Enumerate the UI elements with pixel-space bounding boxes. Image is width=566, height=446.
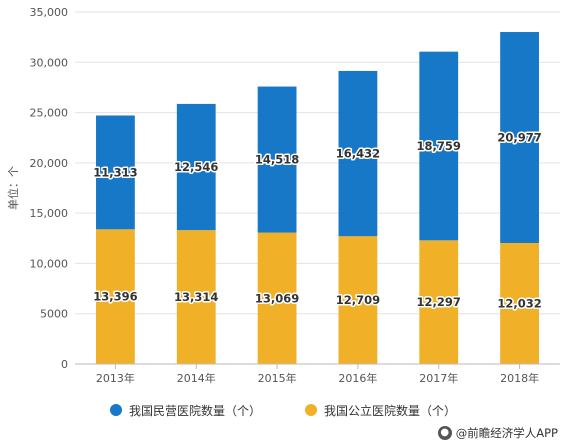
bar-public — [419, 240, 459, 364]
qianzhan-logo-icon: ● — [437, 426, 452, 440]
legend-marker-public — [305, 404, 317, 416]
data-label-private: 12,546 — [174, 160, 218, 174]
data-label-public: 12,297 — [417, 295, 461, 309]
bar-private — [500, 32, 539, 243]
y-tick-label: 5000 — [40, 308, 68, 321]
bar-public — [257, 232, 297, 364]
grid-lines — [75, 11, 560, 315]
data-label-public: 12,032 — [497, 296, 541, 310]
bars — [96, 32, 539, 364]
y-tick-label: 10,000 — [30, 257, 69, 270]
data-label-private: 20,977 — [497, 131, 541, 145]
y-tick-label: 0 — [61, 358, 68, 371]
bar-public — [500, 242, 539, 364]
x-tick-label: 2014年 — [177, 371, 216, 385]
bar-private — [176, 103, 216, 231]
bar-public — [96, 229, 135, 364]
data-label-private: 16,432 — [336, 147, 380, 161]
legend: 我国民营医院数量（个） 我国公立医院数量（个） — [0, 398, 566, 422]
legend-label-public: 我国公立医院数量（个） — [324, 403, 457, 418]
bar-private — [96, 115, 135, 230]
legend-item-private[interactable]: 我国民营医院数量（个） — [109, 402, 261, 419]
data-label-private: 11,313 — [93, 165, 137, 179]
y-tick-label: 20,000 — [30, 157, 69, 170]
y-axis-label: 单位：个 — [6, 166, 20, 210]
data-label-public: 12,709 — [336, 293, 380, 307]
x-tick-label: 2013年 — [96, 371, 135, 385]
source-text: @前瞻经济学人APP — [455, 426, 558, 440]
x-tick-label: 2018年 — [500, 371, 539, 385]
bar-private — [257, 86, 297, 233]
y-tick-label: 35,000 — [30, 6, 69, 19]
legend-marker-private — [109, 404, 122, 416]
stacked-bar-chart: 0 5000 10,000 15,000 20,000 25,000 30,000 35,00… — [6, 6, 560, 385]
legend-label-private: 我国民营医院数量（个） — [128, 403, 261, 418]
x-tick-label: 2015年 — [258, 371, 297, 385]
y-tick-label: 30,000 — [30, 56, 69, 69]
y-axis-ticks: 0 5000 10,000 15,000 20,000 25,000 30,000 35,00… — [30, 6, 69, 371]
y-tick-label: 25,000 — [30, 107, 69, 120]
data-label-private: 14,518 — [255, 153, 299, 167]
data-label-public: 13,314 — [174, 290, 218, 304]
data-label-private: 18,759 — [417, 139, 461, 153]
y-tick-label: 15,000 — [30, 207, 69, 220]
x-tick-label: 2016年 — [338, 371, 377, 385]
data-label-public: 13,069 — [255, 291, 299, 305]
x-tick-label: 2017年 — [419, 371, 458, 385]
bar-private — [338, 70, 378, 237]
bar-public — [338, 236, 378, 364]
bar-public — [176, 230, 216, 364]
source-credit: ● @前瞻经济学人APP — [437, 425, 558, 441]
legend-item-public[interactable]: 我国公立医院数量（个） — [305, 402, 456, 419]
bar-private — [419, 51, 459, 241]
x-axis-ticks: 2013年 2014年 2015年 2016年 2017年 2018年 — [96, 364, 539, 385]
data-labels: 13,396 11,313 13,314 12,546 13,069 14,518 12,7… — [92, 129, 544, 312]
data-label-public: 13,396 — [93, 290, 137, 304]
